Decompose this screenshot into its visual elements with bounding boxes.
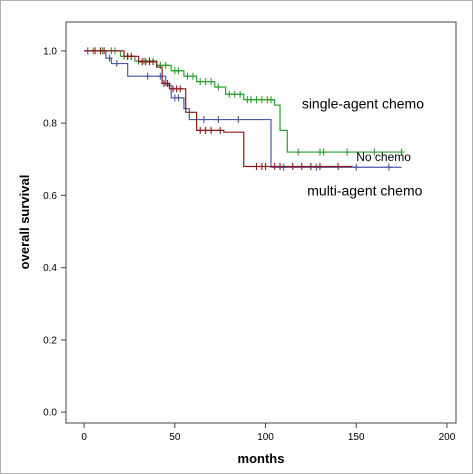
censor-mark	[208, 78, 215, 86]
censor-mark	[298, 163, 305, 171]
x-tick-label: 150	[348, 432, 365, 443]
annotation-layer: single-agent chemo No chemo multi-agent ch…	[302, 96, 424, 199]
censor-mark	[197, 78, 204, 86]
censor-mark	[237, 90, 244, 98]
censor-mark	[175, 94, 182, 102]
censor-mark	[175, 67, 182, 75]
censor-mark	[197, 126, 204, 134]
censor-mark	[113, 60, 120, 68]
curve-annotation: No chemo	[356, 150, 411, 164]
censor-mark	[208, 126, 215, 134]
censor-mark	[200, 116, 207, 124]
censor-mark	[307, 163, 314, 171]
y-tick-label: 0.2	[43, 335, 57, 346]
censor-mark	[162, 61, 169, 69]
curve-annotation: single-agent chemo	[302, 96, 424, 112]
censor-mark	[253, 96, 260, 104]
curve-annotation: multi-agent chemo	[307, 182, 422, 198]
censor-mark	[271, 163, 278, 171]
y-axis-title: overall survival	[17, 175, 32, 270]
censor-mark	[217, 126, 224, 134]
censor-mark	[92, 47, 99, 55]
censor-mark	[280, 163, 287, 171]
censor-mark	[344, 148, 351, 156]
censor-mark	[202, 126, 209, 134]
series-1	[84, 47, 402, 171]
censor-mark	[128, 52, 135, 60]
y-tick-label: 0.4	[43, 263, 57, 274]
censor-mark	[353, 163, 360, 171]
y-tick-label: 0.0	[43, 408, 57, 419]
censor-mark	[202, 78, 209, 86]
x-tick-label: 200	[439, 432, 456, 443]
censor-mark	[295, 148, 302, 156]
censor-mark	[184, 72, 191, 80]
y-tick-label: 1.0	[43, 46, 57, 57]
x-axis: 0 50 100 150 200	[81, 423, 456, 443]
x-tick-label: 0	[81, 432, 87, 443]
censor-mark	[177, 85, 184, 93]
series-layer	[84, 47, 405, 171]
censor-mark	[189, 72, 196, 80]
censor-mark	[248, 96, 255, 104]
series-2	[84, 47, 353, 171]
censor-mark	[335, 163, 342, 171]
censor-mark	[253, 163, 260, 171]
censor-mark	[371, 148, 378, 156]
censor-mark	[258, 96, 265, 104]
censor-mark	[320, 148, 327, 156]
x-tick-label: 100	[257, 432, 274, 443]
censor-mark	[215, 116, 222, 124]
x-axis-title: months	[238, 451, 285, 466]
censor-mark	[277, 163, 284, 171]
y-tick-label: 0.8	[43, 119, 57, 130]
censor-mark	[144, 72, 151, 80]
censor-mark	[215, 83, 222, 91]
y-tick-label: 0.6	[43, 191, 57, 202]
censor-mark	[231, 90, 238, 98]
y-axis: 0.0 0.2 0.4 0.6 0.8 1.0	[43, 46, 66, 419]
censor-mark	[313, 163, 320, 171]
censor-mark	[164, 79, 171, 87]
censor-mark	[106, 54, 113, 62]
survival-curve-2	[84, 50, 353, 168]
censor-mark	[289, 163, 296, 171]
censor-mark	[226, 90, 233, 98]
x-tick-label: 50	[169, 432, 181, 443]
censor-mark	[235, 116, 242, 124]
censor-mark	[385, 163, 392, 171]
censor-mark	[316, 163, 323, 171]
censor-mark	[398, 148, 405, 156]
plot-area-frame	[65, 21, 457, 424]
censor-mark	[267, 96, 274, 104]
censor-mark	[150, 58, 157, 66]
censor-mark	[262, 163, 269, 171]
censor-mark	[101, 47, 108, 55]
